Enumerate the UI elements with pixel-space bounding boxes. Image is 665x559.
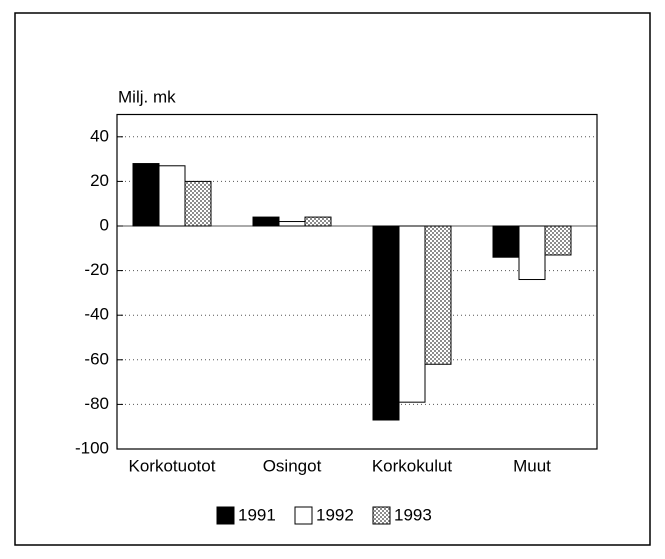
y-tick-label: -20 (84, 260, 109, 279)
y-axis-label: Milj. mk (118, 87, 176, 106)
legend-swatch (216, 506, 235, 525)
x-tick-label: Osingot (263, 456, 322, 475)
y-tick-label: -100 (75, 438, 109, 457)
legend-swatch (294, 506, 313, 525)
y-tick-label: 20 (90, 171, 109, 190)
bar (158, 165, 186, 227)
y-tick-label: 0 (100, 215, 109, 234)
bar (518, 225, 546, 281)
bar (544, 225, 572, 256)
bar (132, 163, 160, 227)
bar (398, 225, 426, 403)
x-tick-label: Muut (513, 456, 551, 475)
bar (492, 225, 520, 258)
bar (278, 221, 306, 227)
bar (184, 180, 212, 227)
y-tick-label: -40 (84, 305, 109, 324)
bar (424, 225, 452, 365)
y-tick-label: -80 (84, 394, 109, 413)
x-tick-label: Korkokulut (372, 456, 453, 475)
legend-label: 1991 (238, 505, 276, 524)
bar (252, 216, 280, 227)
legend-label: 1992 (316, 505, 354, 524)
x-tick-label: Korkotuotot (129, 456, 216, 475)
y-tick-label: -60 (84, 349, 109, 368)
plot-area (116, 113, 598, 450)
bar (304, 216, 332, 227)
legend-swatch (372, 506, 391, 525)
bar (372, 225, 400, 421)
legend-label: 1993 (394, 505, 432, 524)
y-tick-label: 40 (90, 126, 109, 145)
frame (14, 12, 651, 546)
